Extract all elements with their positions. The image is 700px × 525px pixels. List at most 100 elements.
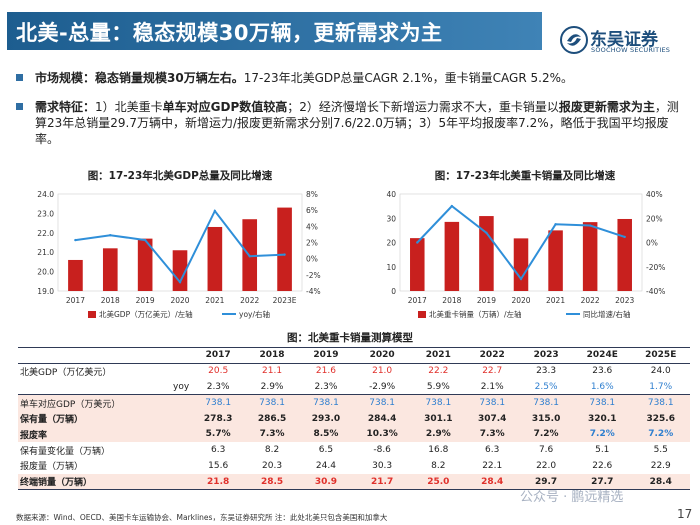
table-cell: 21.1 [262, 366, 283, 377]
table-cell: 2.3% [191, 379, 246, 396]
x-tick-label: 2019 [477, 296, 496, 305]
bar [207, 226, 223, 291]
table-cell: 21.6 [315, 366, 336, 377]
line-point [416, 241, 419, 244]
table-cell: 5.7% [191, 426, 246, 443]
x-tick-label: 2018 [442, 296, 461, 305]
table-cell: 8.2 [431, 460, 446, 471]
table-cell: 286.5 [245, 410, 299, 427]
table-column-header: 2022 [465, 347, 520, 364]
y-tick-label-right: 40% [646, 190, 663, 199]
line-point [143, 238, 147, 242]
table-cell: 5.9% [411, 379, 466, 396]
table-cell: 22.2 [428, 366, 449, 377]
table-cell: 10.3% [352, 426, 412, 443]
table-row-label: 保有量（万辆） [18, 410, 192, 427]
y-tick-label-right: 0% [306, 255, 318, 264]
table-header-row: 2017 2018 2019 2020 2021 2022 2023 2024E 2025E [18, 347, 690, 364]
table-column-header: 2024E [573, 347, 632, 364]
table-row-label: 报废量（万辆） [20, 462, 84, 473]
y-tick-label-right: 8% [306, 190, 318, 199]
table-cell: 24.4 [315, 460, 336, 471]
line-point [450, 204, 454, 208]
table-cell: 738.1 [352, 394, 412, 411]
table-cell: 738.1 [465, 394, 520, 411]
table-cell: 2.9% [411, 426, 466, 443]
y-tick-label-right: -4% [306, 287, 321, 296]
x-tick-label: 2022 [240, 296, 259, 305]
chart-title-gdp: 图：17-23年北美GDP总量及同比增速 [87, 170, 273, 182]
table-cell: 301.1 [411, 410, 466, 427]
table-row: 单车对应GDP（万美元） 738.1 738.1 738.1 738.1 738.1 738… [18, 394, 690, 411]
legend-bar-swatch [418, 311, 426, 318]
table-row: 保有量（万辆） 278.3 286.5 293.0 284.4 301.1 307.4 315… [18, 410, 690, 427]
y-tick-label-right: 0% [646, 239, 658, 248]
bullet-bold: 单车对应GDP数值较高 [162, 100, 288, 114]
legend-bar-swatch [88, 311, 96, 318]
table-column-header: 2023 [519, 347, 574, 364]
table-row: 终端销量（万辆） 21.8 28.5 30.9 21.7 25.0 28.4 29.7 27.7… [18, 473, 690, 491]
y-tick-label-left: 40 [386, 190, 396, 199]
x-tick-label: 2020 [511, 296, 530, 305]
table-row-label: 保有量变化量（万辆） [20, 446, 111, 457]
logo-text-cn: 东吴证券 [590, 30, 658, 50]
company-logo: 东吴证券 SOOCHOW SECURITIES [560, 24, 700, 56]
table-cell: 22.7 [482, 366, 503, 377]
bar [582, 222, 598, 291]
table-cell: 738.1 [519, 394, 574, 411]
bullet-demand: 需求特征：1）北美重卡单车对应GDP数值较高；2）经济慢增长下新增运力需求不大，… [16, 99, 686, 147]
bar [479, 216, 494, 291]
bullet-text: ；2）经济慢增长下新增运力需求不大，重卡销量以 [287, 100, 559, 114]
table-cell: 738.1 [191, 394, 246, 411]
table-cell: 22.0 [536, 460, 557, 471]
x-tick-label: 2021 [205, 296, 224, 305]
table-row: 报废量（万辆） 15.6 20.3 24.4 30.3 8.2 22.1 22.0 22.6 22… [18, 458, 690, 474]
chart-trucks: 0 10 20 30 40 -40% -20% 0% 20% 40% 2017 2018 2019 202… [386, 190, 665, 319]
table-cell: 315.0 [519, 410, 574, 427]
table-cell: 6.3 [211, 445, 226, 456]
table-cell: 8.5% [299, 426, 353, 443]
table-cell: 738.1 [573, 394, 632, 411]
bullet-bold: 稳态销量规模30万辆左右。 [95, 71, 244, 85]
table-cell: 21.0 [372, 366, 393, 377]
table-column-header: 2019 [299, 347, 353, 364]
table-cell: 21.8 [191, 473, 246, 491]
x-tick-label: 2017 [66, 296, 85, 305]
table-cell: 7.3% [465, 426, 520, 443]
bar [410, 238, 425, 291]
table-cell: 28.4 [631, 473, 690, 491]
table-cell: 7.2% [631, 426, 690, 443]
x-tick-label: 2022 [581, 296, 600, 305]
line-point [519, 277, 523, 281]
bullet-marker-icon [16, 74, 23, 81]
y-tick-label-left: 19.0 [37, 287, 54, 296]
y-tick-label-left: 0 [391, 287, 396, 296]
table-column-header: 2018 [245, 347, 299, 364]
table-cell: 738.1 [411, 394, 466, 411]
page-title: 北美-总量：稳态规模30万辆，更新需求为主 [16, 21, 443, 45]
logo-mark-icon [560, 26, 588, 54]
y-tick-label-right: 4% [306, 222, 318, 231]
table-cell: 30.3 [372, 460, 393, 471]
bullet-marker-icon [16, 103, 23, 110]
bar [444, 221, 460, 291]
table-cell: 7.3% [245, 426, 299, 443]
table-cell: -2.9% [352, 379, 412, 396]
table-cell: 28.5 [245, 473, 299, 491]
table-cell: 21.7 [352, 473, 412, 491]
bar [68, 259, 83, 291]
y-tick-label-left: 22.0 [37, 229, 54, 238]
table-row: 北美GDP（万亿美元） 20.5 21.1 21.6 21.0 22.2 22.7 23.3 2… [18, 363, 690, 379]
table-cell: 6.5 [318, 445, 334, 456]
line-point [485, 231, 488, 234]
y-tick-label-right: -2% [306, 271, 321, 280]
table-row: 报废率 5.7% 7.3% 8.5% 10.3% 2.9% 7.3% 7.2% 7.2% 7.2% [18, 426, 690, 443]
line-point [213, 209, 217, 213]
y-tick-label-left: 20.0 [37, 268, 54, 277]
table-cell: 2.5% [519, 379, 574, 396]
table-row-label: 报废率 [18, 426, 192, 443]
bullet-text: 1）北美重卡 [95, 100, 163, 114]
table-cell: 20.3 [262, 460, 283, 471]
table-title: 图：北美重卡销量测算模型 [287, 332, 413, 344]
y-tick-label-left: 30 [386, 214, 396, 223]
